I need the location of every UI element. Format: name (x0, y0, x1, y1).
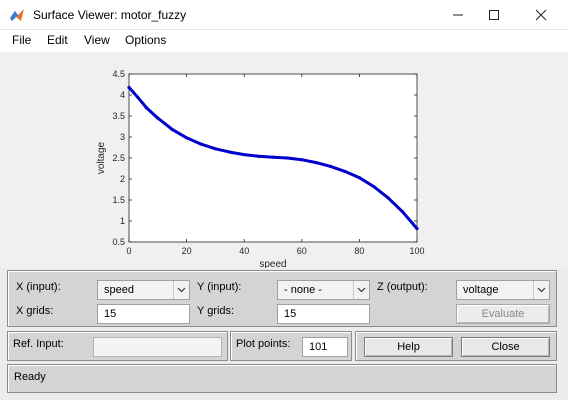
y-axis-label: voltage (96, 141, 107, 174)
data-point (213, 147, 217, 151)
chevron-down-icon (533, 281, 549, 299)
ref-input-panel: Ref. Input: (7, 331, 228, 361)
menu-edit[interactable]: Edit (47, 33, 68, 47)
menu-file[interactable]: File (12, 33, 32, 47)
action-buttons-panel: Help Close (355, 331, 557, 361)
data-point (170, 127, 174, 132)
x-grids-label: X grids: (16, 305, 54, 317)
status-text: Ready (14, 371, 46, 383)
matlab-app-icon (10, 9, 24, 21)
plot-points-label: Plot points: (236, 338, 291, 350)
close-button[interactable]: Close (461, 337, 550, 357)
x-tick-label: 20 (182, 246, 192, 256)
x-input-label: X (input): (16, 281, 61, 293)
y-input-label: Y (input): (197, 281, 242, 293)
maximize-icon (489, 10, 499, 20)
data-point (242, 153, 246, 157)
y-tick-label: 2.5 (112, 153, 125, 163)
x-input-select[interactable]: speed (97, 280, 190, 300)
y-tick-label: 1 (120, 216, 125, 226)
x-tick-label: 40 (239, 246, 249, 256)
maximize-button[interactable] (472, 0, 516, 30)
y-tick-label: 4 (120, 90, 125, 100)
chevron-down-icon (353, 281, 369, 299)
plot-points-panel: Plot points: 101 (230, 331, 352, 361)
data-point (329, 164, 333, 168)
y-tick-label: 2 (120, 174, 125, 184)
surface-plot[interactable]: 0 20 40 60 80 100 0.5 1 1.5 2 2.5 3 3.5 4 4.5 speed volt… (0, 52, 568, 268)
data-point (144, 106, 148, 110)
y-tick-label: 0.5 (112, 237, 125, 247)
z-output-value: voltage (463, 284, 499, 296)
data-point (386, 196, 390, 200)
data-point (357, 176, 361, 180)
data-point (401, 210, 405, 214)
minimize-button[interactable] (436, 0, 480, 30)
y-tick-label: 4.5 (112, 69, 125, 79)
y-tick-label: 3.5 (112, 111, 125, 121)
voltage-series-line (127, 85, 419, 231)
y-tick-label: 1.5 (112, 195, 125, 205)
variable-selection-panel: X (input): speed Y (input): - none - Z (… (7, 270, 557, 327)
data-point (372, 184, 376, 189)
menu-options[interactable]: Options (125, 33, 167, 47)
data-point (314, 161, 318, 165)
x-input-value: speed (104, 284, 134, 296)
data-point (199, 142, 203, 146)
plot-area: 0 20 40 60 80 100 0.5 1 1.5 2 2.5 3 3.5 4 4.5 speed volt… (0, 52, 568, 268)
window-title: Surface Viewer: motor_fuzzy (33, 8, 187, 22)
close-icon (535, 9, 547, 21)
data-point (300, 158, 304, 162)
menu-bar: File Edit View Options (0, 30, 568, 52)
x-tick-label: 60 (297, 246, 307, 256)
y-grids-label: Y grids: (197, 305, 235, 317)
evaluate-button[interactable]: Evaluate (456, 304, 550, 324)
data-point (257, 154, 261, 158)
data-point (185, 136, 189, 140)
data-point (343, 169, 347, 174)
status-bar: Ready (7, 364, 557, 393)
x-tick-label: 80 (354, 246, 364, 256)
x-tick-label: 0 (126, 246, 131, 256)
ref-input-label: Ref. Input: (13, 338, 64, 350)
y-tick-label: 3 (120, 132, 125, 142)
x-tick-label: 100 (409, 246, 424, 256)
help-button[interactable]: Help (364, 337, 453, 357)
data-point (228, 150, 232, 154)
title-bar: Surface Viewer: motor_fuzzy (0, 0, 568, 30)
x-grids-field[interactable]: 15 (97, 304, 190, 324)
data-point (127, 85, 131, 90)
plot-points-field[interactable]: 101 (302, 337, 348, 357)
data-point (156, 116, 160, 120)
chevron-down-icon (173, 281, 189, 299)
x-axis-label: speed (259, 259, 286, 268)
y-grids-field[interactable]: 15 (277, 304, 370, 324)
minimize-icon (453, 14, 463, 16)
y-input-value: - none - (284, 284, 322, 296)
data-point (285, 156, 289, 160)
data-point (271, 155, 275, 159)
menu-view[interactable]: View (84, 33, 110, 47)
data-point (136, 95, 140, 99)
z-output-label: Z (output): (377, 281, 428, 293)
close-window-button[interactable] (519, 0, 563, 30)
y-input-select[interactable]: - none - (277, 280, 370, 300)
ref-input-field[interactable] (93, 337, 222, 357)
data-point (415, 226, 419, 231)
z-output-select[interactable]: voltage (456, 280, 550, 300)
